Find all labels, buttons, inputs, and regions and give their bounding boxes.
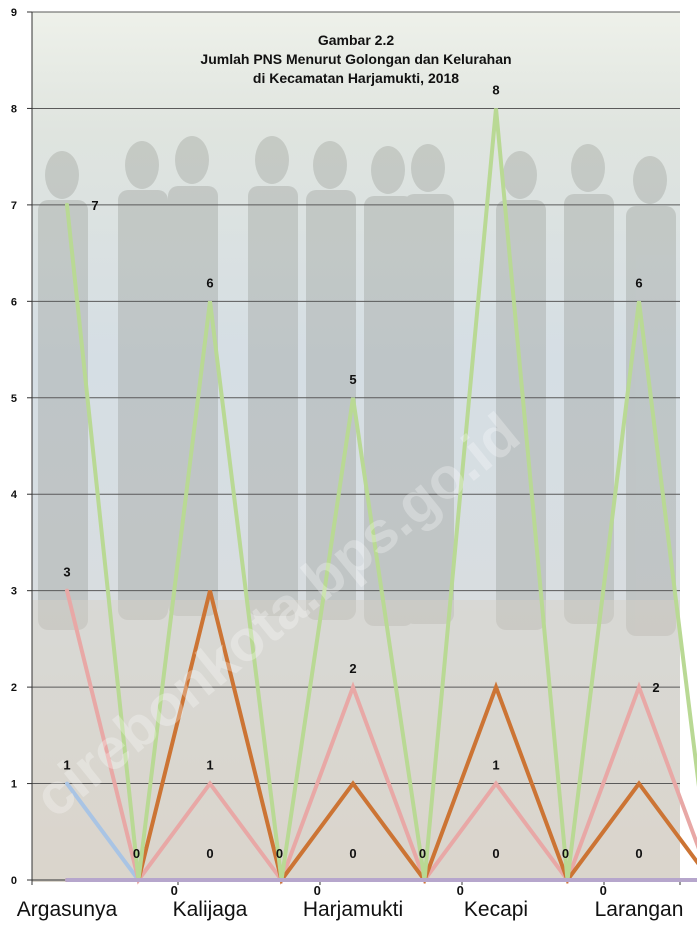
- data-label: 5: [349, 372, 356, 387]
- y-tick-label: 8: [11, 103, 17, 115]
- series-line: [65, 588, 697, 885]
- data-label: 1: [206, 758, 213, 773]
- x-category-label: Kalijaga: [173, 898, 248, 921]
- series-lines: [65, 108, 697, 885]
- data-label: 6: [635, 275, 642, 290]
- y-tick-label: 1: [11, 779, 17, 791]
- data-label: 7: [91, 198, 98, 213]
- data-label: 3: [63, 565, 70, 580]
- background-photo: [32, 12, 680, 882]
- x-category-label: Argasunya: [17, 898, 118, 921]
- y-tick-label: 4: [11, 489, 18, 501]
- data-label: 0: [171, 883, 178, 898]
- data-label: 0: [562, 846, 569, 861]
- data-label: 1: [492, 758, 499, 773]
- data-label: 0: [492, 846, 499, 861]
- category-labels: Argasunya Kalijaga Harjamukti Kecapi Laranga…: [17, 898, 684, 921]
- y-tick-label: 3: [11, 586, 17, 598]
- data-label: 0: [206, 846, 213, 861]
- y-tick-label: 0: [11, 875, 17, 887]
- x-category-label: Harjamukti: [303, 898, 403, 921]
- data-label: 1: [63, 758, 70, 773]
- chart-title: Gambar 2.2 Jumlah PNS Menurut Golongan d…: [200, 32, 511, 86]
- title-line-3: di Kecamatan Harjamukti, 2018: [253, 70, 459, 86]
- data-label: 0: [133, 846, 140, 861]
- data-label: 0: [635, 846, 642, 861]
- data-label: 2: [349, 661, 356, 676]
- data-label: 0: [349, 846, 356, 861]
- y-tick-label: 9: [11, 7, 17, 19]
- data-label: 2: [652, 680, 659, 695]
- data-labels: 7 3 1 0 0 6 1 0 0 0 5 2 0 0 0 8 1 0 0 0 6 2 0: [63, 82, 659, 898]
- data-label: 0: [276, 846, 283, 861]
- y-tick-label: 7: [11, 200, 17, 212]
- series-line: [65, 108, 697, 881]
- x-category-label: Kecapi: [464, 898, 528, 921]
- series-line: [65, 590, 697, 885]
- title-line-2: Jumlah PNS Menurut Golongan dan Keluraha…: [200, 51, 511, 67]
- y-tick-label: 2: [11, 682, 17, 694]
- y-tick-labels: 0 1 2 3 4 5 6 7 8 9: [11, 7, 18, 887]
- data-label: 6: [206, 275, 213, 290]
- y-tick-label: 6: [11, 296, 17, 308]
- y-tick-label: 5: [11, 393, 17, 405]
- data-label: 0: [314, 883, 321, 898]
- x-category-label: Larangan: [595, 898, 684, 921]
- data-label: 0: [600, 883, 607, 898]
- title-line-1: Gambar 2.2: [318, 32, 394, 48]
- data-label: 8: [492, 82, 499, 97]
- data-label: 0: [457, 883, 464, 898]
- crowd-silhouette: [38, 136, 676, 636]
- gridlines: [32, 11, 680, 785]
- data-label: 0: [419, 846, 426, 861]
